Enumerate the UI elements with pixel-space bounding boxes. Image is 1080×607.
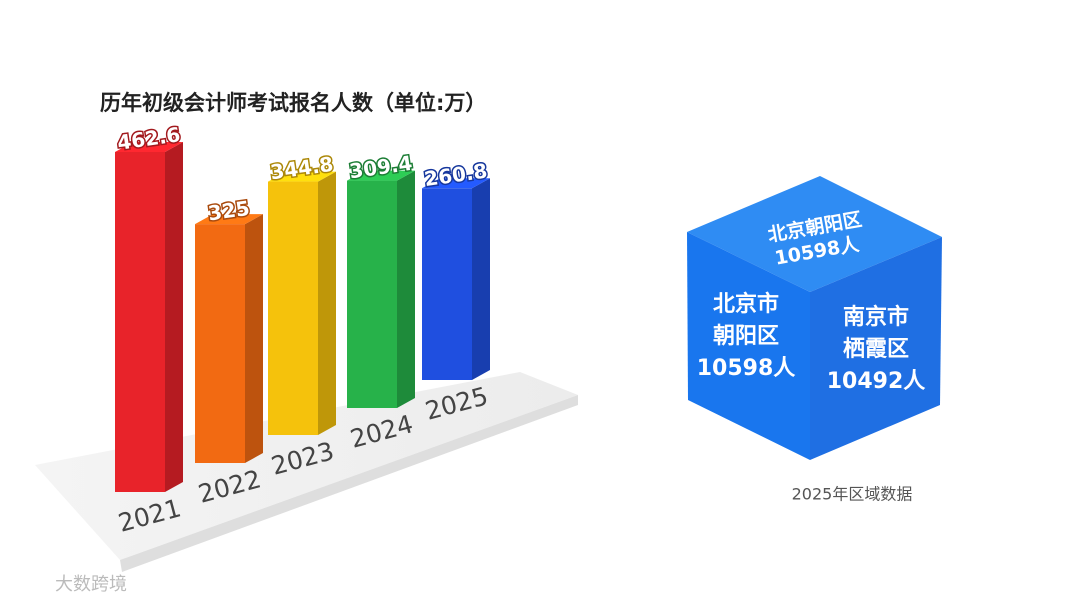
data-label: 344.8 <box>269 152 335 185</box>
cube-text: 朝阳区 <box>713 323 779 349</box>
cube-text: 南京市 <box>843 304 909 330</box>
bar <box>268 181 318 435</box>
bar-side <box>472 178 490 380</box>
bar-side <box>245 214 263 463</box>
bar-top <box>195 214 263 225</box>
platform <box>35 372 578 560</box>
cube-left <box>687 232 810 460</box>
cube-text: 10492人 <box>827 369 926 394</box>
bar-top <box>422 178 490 189</box>
bar-side <box>318 171 336 435</box>
cube-caption: 2025年区域数据 <box>792 485 913 504</box>
bar-top <box>347 170 415 181</box>
bar <box>195 224 245 463</box>
bar <box>422 188 472 380</box>
platform-edge <box>120 395 578 572</box>
bar <box>347 180 397 408</box>
cube-right <box>810 237 942 460</box>
bar-side <box>165 141 183 492</box>
cube-text: 栖霞区 <box>843 337 909 362</box>
bar <box>115 151 165 492</box>
watermark: 大数跨境 <box>55 574 127 595</box>
cube-text: 10598人 <box>697 356 796 381</box>
chart-title: 历年初级会计师考试报名人数（单位:万） <box>100 91 486 115</box>
cube-text: 北京市 <box>713 291 779 317</box>
bar-top <box>115 141 183 152</box>
cube-top <box>687 176 942 292</box>
bar-top <box>268 171 336 182</box>
bar-side <box>397 170 415 408</box>
